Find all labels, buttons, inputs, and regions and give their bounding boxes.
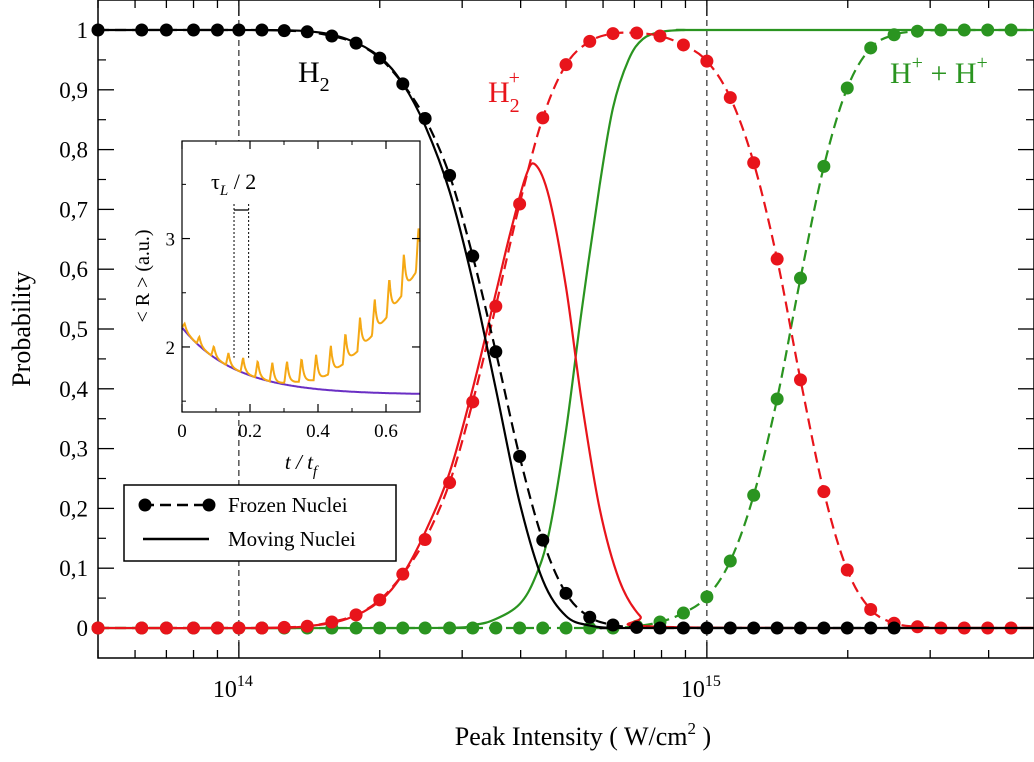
- main-chart: 1014 1015 0 0,1 0,2 0,3 0,4 0,5 0,6 0,7 0,8 0,9 1 P…: [7, 0, 1034, 751]
- data-point: [583, 611, 596, 624]
- x-tick-label: 1014: [213, 673, 253, 703]
- data-point: [606, 619, 619, 632]
- y-tick-label: 0,2: [59, 496, 88, 521]
- data-point: [724, 555, 737, 568]
- data-point: [489, 345, 502, 358]
- y-tick-label: 0: [77, 616, 89, 641]
- inset-x-tick-label: 0.2: [238, 421, 262, 442]
- h2-annotation: H2: [298, 56, 330, 96]
- data-point: [677, 607, 690, 620]
- inset-x-axis-label: t / tf: [285, 450, 319, 480]
- inset-x-tick-label: 0.6: [374, 421, 398, 442]
- data-point: [677, 38, 690, 51]
- data-point: [489, 622, 502, 635]
- data-point: [794, 272, 807, 285]
- data-point: [700, 590, 713, 603]
- inset-x-tick-label: 0: [177, 421, 187, 442]
- data-point: [841, 82, 854, 95]
- x-tick-label: 1015: [681, 673, 721, 703]
- data-point: [513, 622, 526, 635]
- data-point: [747, 156, 760, 169]
- y-tick-label: 0,6: [59, 257, 88, 282]
- data-point: [817, 485, 830, 498]
- data-point: [606, 27, 619, 40]
- data-point: [560, 622, 573, 635]
- legend: Frozen Nuclei Moving Nuclei: [124, 485, 396, 561]
- data-point: [747, 489, 760, 502]
- data-point: [771, 253, 784, 266]
- data-point: [536, 622, 549, 635]
- data-point: [560, 58, 573, 71]
- legend-frozen-marker: [203, 499, 216, 512]
- data-point: [560, 587, 573, 600]
- data-point: [794, 373, 807, 386]
- data-point: [911, 620, 924, 633]
- h2-plus-annotation: H2+: [488, 67, 520, 117]
- data-point: [700, 55, 713, 68]
- data-point: [583, 35, 596, 48]
- data-point: [653, 29, 666, 42]
- inset-x-tick-label: 0.4: [306, 421, 330, 442]
- data-point: [864, 603, 877, 616]
- y-tick-label: 0,4: [59, 377, 88, 402]
- data-point: [911, 25, 924, 38]
- y-tick-label: 1: [77, 18, 89, 43]
- inset-y-axis-label: < R > (a.u.): [132, 229, 154, 322]
- x-axis-label: Peak Intensity ( W/cm2 ): [455, 719, 711, 751]
- inset-y-tick-label: 3: [166, 230, 176, 251]
- h-plus-h-plus-annotation: H+ + H+: [890, 52, 988, 90]
- y-tick-label: 0,5: [59, 317, 88, 342]
- y-tick-label: 0,7: [59, 197, 88, 222]
- data-point: [841, 563, 854, 576]
- data-point: [536, 534, 549, 547]
- data-point: [817, 160, 830, 173]
- legend-moving-label: Moving Nuclei: [228, 527, 356, 551]
- data-point: [771, 392, 784, 405]
- y-tick-label: 0,1: [59, 556, 88, 581]
- data-point: [724, 91, 737, 104]
- inset-y-tick-label: 2: [166, 338, 176, 359]
- data-point: [864, 41, 877, 54]
- data-point: [630, 26, 643, 39]
- y-tick-label: 0,8: [59, 138, 88, 163]
- y-axis-label: Probability: [7, 271, 36, 387]
- y-tick-label: 0,3: [59, 437, 88, 462]
- data-point: [513, 450, 526, 463]
- y-tick-label: 0,9: [59, 78, 88, 103]
- legend-frozen-label: Frozen Nuclei: [228, 493, 348, 517]
- legend-frozen-marker: [139, 499, 152, 512]
- data-point: [536, 111, 549, 124]
